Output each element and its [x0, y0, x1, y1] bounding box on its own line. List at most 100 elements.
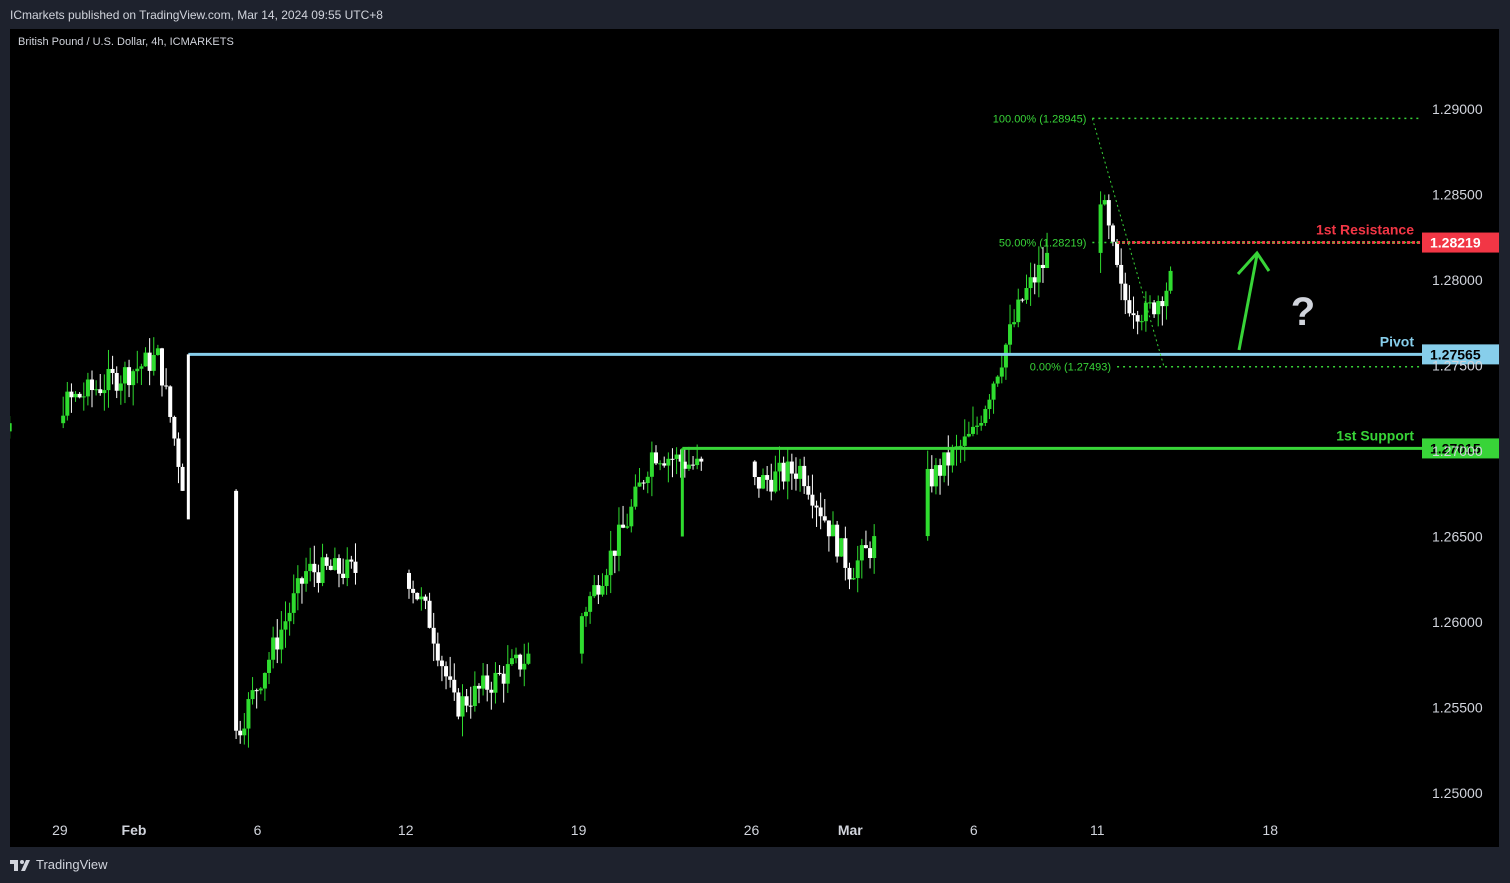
candle-body [806, 486, 811, 495]
candle-body [621, 524, 626, 528]
candle-body [831, 524, 836, 537]
candle-body [509, 658, 514, 665]
resistance-label: 1st Resistance [1316, 222, 1414, 238]
candle-body [308, 563, 313, 572]
candle-body [1102, 200, 1107, 205]
candle-body [526, 653, 531, 664]
candle-body [966, 433, 971, 437]
price-tick-label: 1.29000 [1432, 101, 1483, 117]
candle-body [456, 692, 461, 717]
candle-body [843, 538, 848, 568]
candle-body [773, 471, 778, 492]
candle-body [979, 422, 984, 426]
candle-body [863, 545, 868, 549]
candle-body [670, 458, 675, 460]
candle-body [254, 690, 259, 692]
candle-body [925, 468, 930, 537]
price-chart[interactable]: 1st Resistance 1.28219 Pivot 1.27565 1st Sup… [10, 29, 1499, 847]
fibonacci-layer: 100.00% (1.28945) 50.00% (1.28219) 0.00% (… [993, 113, 1422, 374]
candle-body [946, 452, 951, 466]
candle-body [180, 466, 185, 491]
candle-body [61, 415, 66, 424]
candle-body [406, 572, 411, 589]
candle-body [868, 548, 873, 559]
tradingview-logo-icon [10, 859, 30, 871]
candle-body [419, 596, 424, 600]
candle-body [464, 696, 469, 706]
resistance-price-value: 1.28219 [1430, 235, 1481, 251]
candle-body [818, 507, 823, 517]
candle-body [514, 654, 519, 659]
candle-body [1040, 264, 1045, 269]
support-label: 1st Support [1336, 427, 1414, 443]
candle-body [600, 585, 605, 595]
candle-body [1115, 241, 1120, 265]
candle-body [1135, 315, 1140, 322]
candle-body [691, 464, 696, 466]
candle-body [114, 372, 119, 391]
candle-body [258, 688, 263, 691]
candle-body [85, 379, 90, 397]
candle-body [810, 494, 815, 506]
candle-body [777, 462, 782, 472]
chart-area[interactable]: 1st Resistance 1.28219 Pivot 1.27565 1st Sup… [10, 29, 1499, 847]
time-tick-label: 12 [398, 822, 414, 838]
candle-body [938, 465, 943, 476]
candle-body [658, 463, 663, 465]
candle-body [1020, 299, 1025, 301]
candle-body [929, 468, 934, 487]
candle-body [312, 563, 317, 573]
candle-body [851, 578, 856, 580]
candle-body [1139, 321, 1144, 323]
candle-body [765, 475, 770, 480]
time-tick-label: 29 [52, 822, 68, 838]
candle-body [942, 452, 947, 476]
candle-body [127, 367, 132, 386]
candle-body [975, 425, 980, 427]
candle-body [139, 366, 144, 369]
candle-body [299, 578, 304, 584]
candle-body [633, 486, 638, 507]
candle-body [501, 673, 506, 684]
candle-body [1152, 302, 1157, 315]
candle-body [785, 461, 790, 482]
candle-body [353, 561, 358, 573]
candle-body [1032, 277, 1037, 283]
candle-body [444, 666, 449, 677]
projection-arrow-line [1237, 254, 1259, 351]
candle-body [1008, 324, 1013, 345]
candle-body [752, 461, 757, 478]
candle-body [1045, 252, 1050, 269]
candle-body [999, 367, 1004, 377]
candle-body [1160, 301, 1165, 307]
candle-body [958, 445, 963, 447]
candle-body [1036, 264, 1041, 283]
resistance-price-tag [1422, 232, 1499, 253]
candle-body [674, 454, 679, 459]
candle-body [1143, 302, 1148, 322]
candle-body [662, 463, 667, 466]
candle-body [653, 452, 658, 464]
candle-body [238, 730, 243, 736]
candle-body [155, 348, 160, 356]
candle-body [1012, 322, 1017, 325]
candle-body [798, 465, 803, 479]
tradingview-brand[interactable]: TradingView [10, 857, 108, 872]
candles-layer [10, 191, 1173, 748]
candle-body [485, 675, 490, 690]
candle-body [629, 506, 634, 527]
candle-body [505, 664, 510, 684]
candle-body [588, 596, 593, 612]
candle-body [814, 505, 819, 508]
candle-body [497, 672, 502, 674]
candle-body [168, 386, 173, 417]
candle-body [151, 355, 156, 371]
candle-body [242, 728, 247, 736]
candle-body [147, 352, 152, 371]
candle-body [435, 643, 440, 661]
candle-body [316, 572, 321, 583]
top-bar: ICmarkets published on TradingView.com, … [0, 0, 1510, 28]
candle-body [460, 696, 465, 717]
time-tick-label: 6 [254, 822, 262, 838]
candle-body [678, 454, 683, 462]
